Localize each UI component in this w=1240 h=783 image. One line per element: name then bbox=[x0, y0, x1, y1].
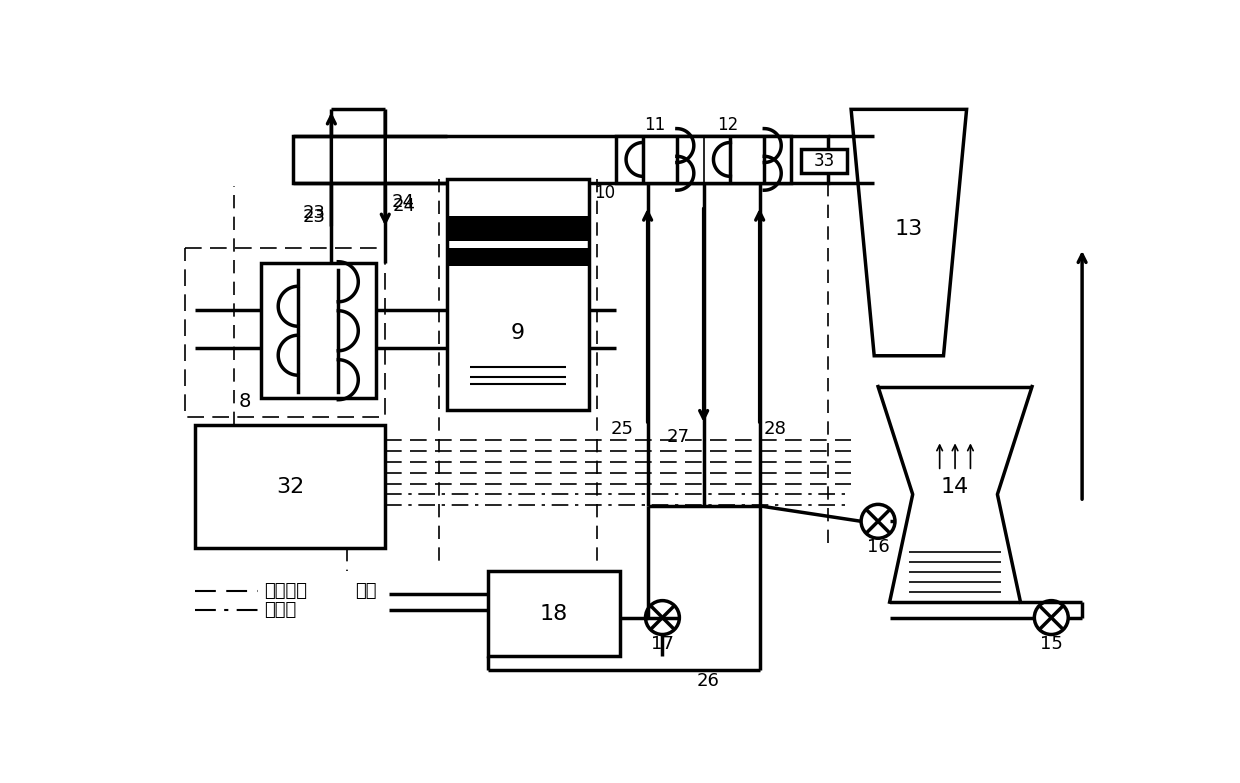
Text: 18: 18 bbox=[539, 604, 568, 624]
Text: 9: 9 bbox=[511, 323, 525, 343]
Polygon shape bbox=[446, 215, 589, 241]
Text: 24: 24 bbox=[393, 197, 415, 215]
Text: 烟气参数: 烟气参数 bbox=[264, 582, 308, 600]
Text: 25: 25 bbox=[611, 420, 634, 438]
Text: 23: 23 bbox=[303, 208, 325, 226]
Text: 16: 16 bbox=[867, 539, 889, 557]
Text: 23: 23 bbox=[303, 204, 325, 222]
Bar bbox=[801, 150, 847, 172]
Bar bbox=[260, 263, 376, 398]
Text: 8: 8 bbox=[239, 392, 252, 411]
Bar bbox=[487, 572, 620, 656]
Text: 27: 27 bbox=[667, 428, 689, 446]
Text: 11: 11 bbox=[644, 116, 666, 134]
Text: 10: 10 bbox=[594, 183, 615, 201]
Bar bbox=[616, 136, 791, 182]
Text: 17: 17 bbox=[651, 635, 673, 653]
Text: 14: 14 bbox=[941, 477, 970, 496]
Text: 来水: 来水 bbox=[355, 582, 377, 600]
Bar bbox=[293, 136, 828, 182]
Text: 28: 28 bbox=[764, 420, 786, 438]
Text: 12: 12 bbox=[717, 116, 739, 134]
Polygon shape bbox=[446, 248, 589, 266]
Bar bbox=[446, 179, 589, 410]
Text: 32: 32 bbox=[277, 477, 305, 496]
Text: 15: 15 bbox=[1040, 635, 1063, 653]
Text: 水参数: 水参数 bbox=[264, 601, 296, 619]
Text: 26: 26 bbox=[697, 672, 719, 690]
Bar bbox=[195, 425, 386, 548]
Text: 13: 13 bbox=[895, 218, 923, 239]
Text: 33: 33 bbox=[813, 152, 835, 170]
Text: 24: 24 bbox=[392, 193, 414, 211]
